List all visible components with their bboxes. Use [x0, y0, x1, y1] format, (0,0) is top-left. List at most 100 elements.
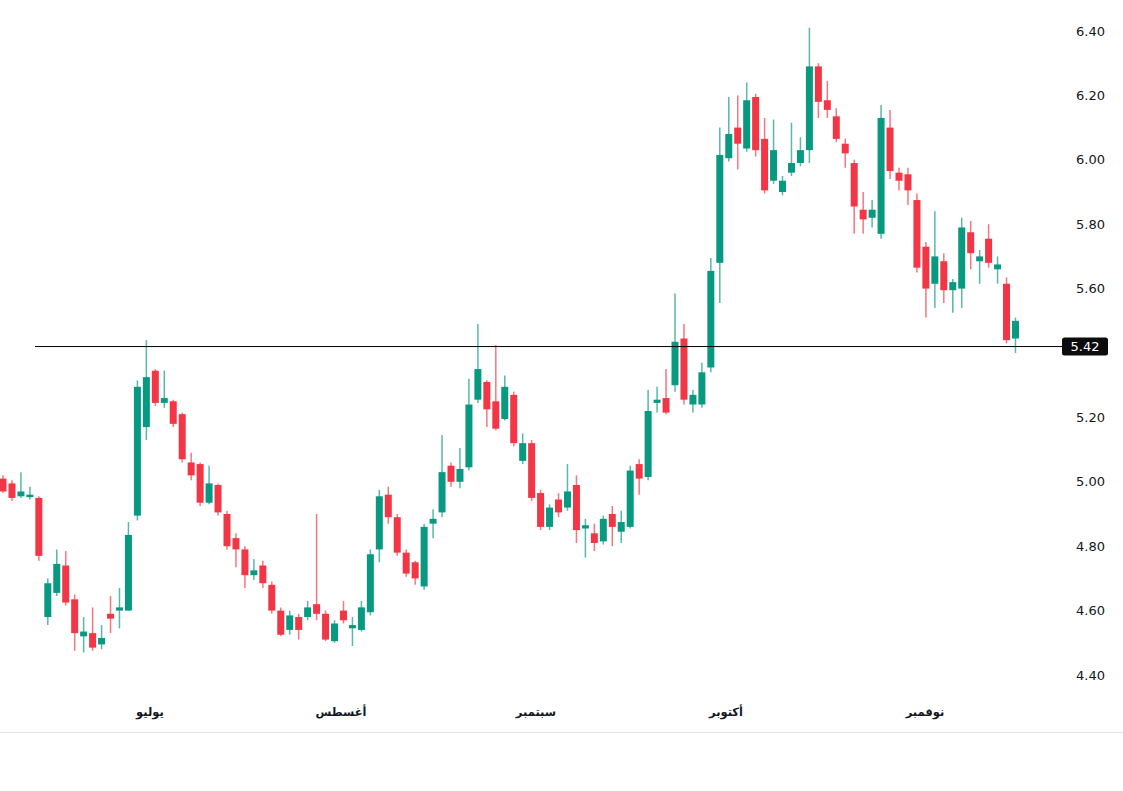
candle-up: [465, 379, 472, 471]
candle-down: [913, 194, 920, 273]
candle-body: [295, 617, 302, 630]
candle-body: [107, 614, 114, 619]
candle-down: [313, 514, 320, 620]
candle-body: [654, 400, 661, 403]
candle-down: [224, 511, 231, 550]
candlestick-chart: 6.406.206.005.805.605.205.004.804.604.40…: [0, 0, 1123, 791]
candle-up: [546, 504, 553, 530]
candle-body: [80, 632, 87, 637]
candle-body: [17, 491, 24, 496]
candle-up: [501, 376, 508, 421]
candle-body: [887, 128, 894, 171]
candle-down: [537, 490, 544, 530]
candle-body: [806, 66, 813, 150]
candle-up: [421, 524, 428, 590]
candle-up: [376, 490, 383, 562]
candle-body: [439, 472, 446, 512]
candle-down: [268, 582, 275, 614]
candle-down: [71, 595, 78, 651]
candle-body: [743, 100, 750, 148]
candle-body: [833, 116, 840, 139]
y-axis-label: 6.20: [1076, 88, 1105, 103]
candle-body: [985, 239, 992, 263]
candle-up: [976, 250, 983, 284]
candle-body: [564, 491, 571, 507]
candle-down: [555, 493, 562, 517]
candle-down: [295, 614, 302, 640]
x-axis-month-label: نوفمبر: [905, 705, 945, 720]
candle-down: [967, 221, 974, 269]
candle-body: [994, 264, 1001, 269]
candle-down: [761, 118, 768, 194]
candle-body: [788, 163, 795, 173]
candle-body: [636, 464, 643, 478]
candle-body: [734, 128, 741, 144]
candle-body: [645, 411, 652, 477]
candle-down: [609, 506, 616, 546]
candle-body: [752, 97, 759, 150]
candle-body: [591, 533, 598, 543]
candle-up: [456, 448, 463, 488]
candle-body: [8, 483, 15, 497]
candle-up: [716, 128, 723, 303]
candle-down: [197, 462, 204, 505]
candle-body: [546, 508, 553, 527]
candle-body: [188, 462, 195, 475]
candle-body: [573, 485, 580, 530]
candle-body: [224, 514, 231, 546]
x-axis-month-label: أكتوبر: [708, 704, 743, 720]
candle-body: [179, 414, 186, 459]
candle-up: [134, 380, 141, 520]
candle-up: [779, 176, 786, 195]
y-axis-label: 6.40: [1076, 24, 1105, 39]
candle-body: [331, 623, 338, 641]
candle-body: [26, 495, 33, 498]
candle-body: [627, 471, 634, 527]
price-label-text: 5.42: [1071, 339, 1100, 354]
candle-body: [967, 232, 974, 253]
candle-body: [680, 339, 687, 400]
candle-body: [492, 401, 499, 428]
candle-body: [537, 493, 544, 527]
candle-body: [618, 522, 625, 532]
candle-body: [241, 549, 248, 575]
candle-down: [394, 514, 401, 556]
candle-body: [277, 611, 284, 635]
candle-body: [600, 519, 607, 542]
candle-down: [35, 496, 42, 560]
candle-up: [878, 105, 885, 239]
candle-down: [277, 607, 284, 636]
candle-down: [815, 63, 822, 118]
candle-body: [976, 256, 983, 261]
candle-body: [904, 174, 911, 190]
candle-up: [331, 620, 338, 643]
candle-body: [35, 498, 42, 556]
candle-up: [725, 97, 732, 161]
candle-up: [949, 279, 956, 313]
candle-up: [26, 487, 33, 500]
candle-up: [1012, 318, 1019, 353]
candle-up: [474, 324, 481, 403]
candle-up: [53, 549, 60, 596]
candle-body: [349, 625, 356, 628]
candle-body: [913, 200, 920, 268]
candle-up: [44, 578, 51, 625]
candle-down: [860, 192, 867, 234]
candle-body: [250, 570, 257, 575]
candle-down: [510, 392, 517, 447]
chart-canvas[interactable]: 6.406.206.005.805.605.205.004.804.604.40…: [0, 0, 1123, 791]
candle-down: [680, 324, 687, 405]
candle-body: [98, 638, 105, 644]
candle-body: [385, 495, 392, 518]
candle-body: [779, 181, 786, 192]
candle-up: [564, 464, 571, 511]
candle-down: [851, 160, 858, 234]
candle-body: [421, 527, 428, 587]
candle-up: [627, 466, 634, 529]
candle-body: [609, 514, 616, 527]
candle-body: [797, 150, 804, 163]
candle-down: [636, 459, 643, 494]
candle-body: [89, 633, 96, 647]
candle-down: [340, 601, 347, 624]
candle-body: [501, 387, 508, 419]
